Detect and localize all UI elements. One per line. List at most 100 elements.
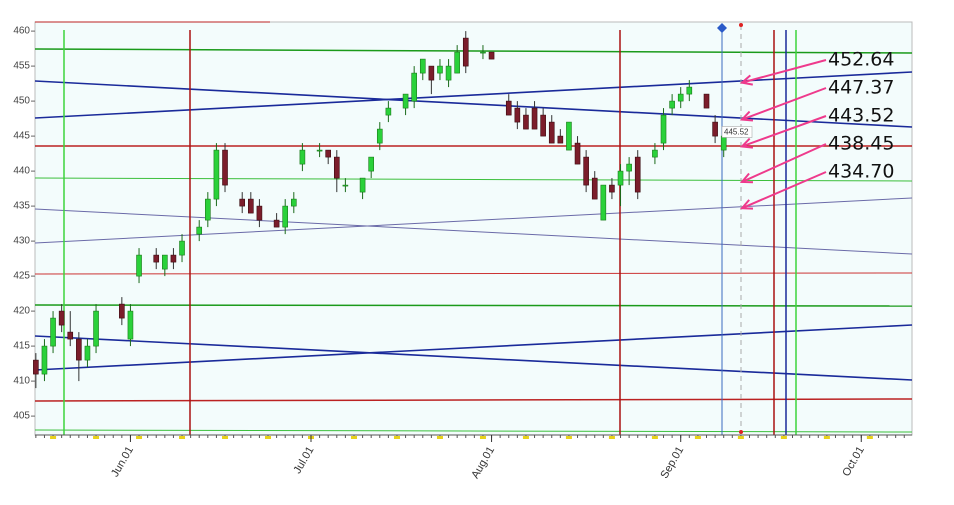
y-tick-label: 425 [13, 271, 30, 282]
x-tick-label: Aug.01 [469, 445, 497, 481]
candle-body [179, 240, 185, 256]
candle-body [600, 184, 607, 221]
annotation-label: 443.52 [828, 105, 894, 127]
annotation-arrow [741, 59, 827, 84]
candle-body [291, 198, 297, 207]
minor-marker [823, 436, 830, 439]
plot-area [34, 21, 913, 436]
minor-marker [93, 436, 100, 439]
candle-body [652, 149, 658, 158]
annotation-label: 447.37 [828, 77, 894, 99]
x-tick-label: Jul.01 [292, 445, 317, 476]
candle-body [566, 121, 572, 151]
candle-body [196, 226, 203, 235]
y-tick-label: 455 [13, 61, 30, 72]
candle-body [342, 184, 349, 187]
candles [33, 31, 727, 389]
candle-body [411, 72, 417, 102]
candle-body [205, 198, 211, 221]
y-tick-label: 440 [13, 166, 30, 177]
candle-body [445, 65, 452, 81]
candle-body [385, 107, 392, 116]
candle-body [548, 121, 555, 144]
candle-body [402, 93, 409, 109]
candle-body [523, 114, 529, 130]
minor-marker [350, 436, 357, 439]
candle-body [591, 177, 598, 200]
candle-body [273, 219, 280, 228]
candle-body [153, 254, 160, 263]
candle-body [256, 205, 263, 221]
minor-marker [50, 436, 57, 439]
candle-body [41, 345, 48, 375]
candle-body [50, 317, 56, 347]
minor-marker [179, 436, 186, 439]
annotation-arrowhead [739, 137, 754, 149]
candle-body [488, 51, 495, 60]
cursor-label-box [721, 126, 753, 138]
candle-body [703, 93, 710, 109]
candle-body [574, 142, 581, 165]
candle-body [462, 37, 469, 67]
candle-body [222, 149, 228, 186]
candle-body [359, 177, 366, 193]
annotation-arrow [741, 171, 827, 210]
y-tick-label: 460 [13, 26, 30, 37]
minor-marker [479, 436, 486, 439]
candle-body [376, 128, 383, 144]
candle-body [67, 331, 74, 340]
candle-body [239, 198, 246, 207]
candle-body [93, 310, 99, 347]
annotation-arrowhead [739, 172, 754, 184]
candle-body [617, 170, 624, 186]
annotation-label: 452.64 [828, 49, 894, 71]
candle-body [626, 163, 632, 172]
candle-body [316, 149, 323, 152]
candle-body [127, 310, 134, 340]
y-tick-label: 430 [13, 236, 30, 247]
candle-body [677, 93, 684, 102]
candle-body [514, 107, 521, 123]
candle-body [419, 58, 426, 74]
y-tick-label: 445 [13, 131, 30, 142]
candle-body [170, 254, 177, 263]
candle-body [660, 114, 667, 144]
candle-body [505, 100, 512, 116]
candle-body [480, 51, 486, 54]
y-tick-label: 435 [13, 201, 30, 212]
annotation-arrow [741, 143, 827, 183]
minor-marker [694, 436, 701, 439]
candle-body [282, 205, 289, 228]
cursor-label: 445.52 [724, 128, 749, 137]
y-tick-label: 415 [13, 341, 30, 352]
minor-marker [522, 436, 529, 439]
minor-marker [393, 436, 400, 439]
candle-body [634, 156, 641, 193]
minor-marker [866, 436, 873, 439]
y-tick-label: 410 [13, 376, 30, 387]
annotation-label: 438.45 [828, 133, 894, 155]
candle-body [557, 135, 564, 144]
x-tick-label: Oct.01 [840, 445, 867, 479]
candle-body [686, 86, 693, 95]
candle-body [299, 149, 306, 165]
candle-body [540, 114, 546, 137]
minor-marker [222, 436, 229, 439]
minor-marker [737, 436, 744, 439]
y-tick-label: 405 [13, 411, 30, 422]
minor-marker [565, 436, 572, 439]
minor-marker [265, 436, 272, 439]
y-tick-label: 450 [13, 96, 30, 107]
annotation-arrowhead [739, 110, 754, 122]
candle-body [119, 303, 125, 319]
candle-body [720, 135, 727, 151]
candle-body [333, 156, 340, 179]
candle-body [84, 345, 91, 361]
candle-body [33, 359, 39, 375]
candle-body [136, 254, 142, 277]
candle-body [583, 156, 589, 186]
candle-body [76, 338, 82, 361]
candle-body [454, 51, 460, 74]
candle-body [58, 310, 65, 326]
